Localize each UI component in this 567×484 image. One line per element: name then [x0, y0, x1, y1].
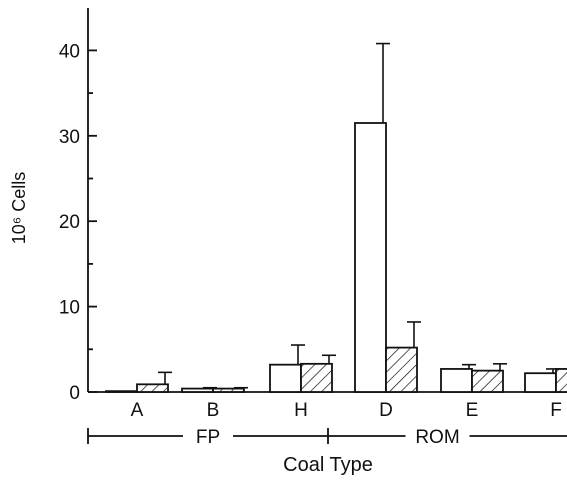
x-axis-title: Coal Type — [283, 454, 373, 476]
bar-E-hatched — [471, 369, 504, 393]
category-label: F — [550, 400, 562, 421]
group-label: ROM — [415, 427, 459, 448]
category-label: B — [207, 400, 220, 421]
bar-H-open — [269, 363, 302, 393]
bar-A-hatched — [136, 383, 169, 393]
bar-B-hatched — [212, 387, 245, 393]
category-label: E — [466, 400, 479, 421]
y-tick-label: 20 — [59, 212, 80, 233]
bar-D-hatched — [385, 346, 418, 393]
category-label: D — [379, 400, 393, 421]
bar-F-hatched — [555, 368, 567, 393]
bar-A-open — [105, 390, 138, 393]
bar-H-hatched — [300, 362, 333, 393]
category-label: A — [131, 400, 144, 421]
category-label: H — [294, 400, 308, 421]
bar-B-open — [181, 387, 214, 393]
y-axis-title: 10⁶ Cells — [9, 172, 29, 244]
bar-D-open — [354, 122, 387, 393]
group-label: FP — [196, 427, 220, 448]
y-tick-label: 40 — [59, 41, 80, 62]
y-tick-label: 30 — [59, 127, 80, 148]
bar-E-open — [440, 368, 473, 393]
bar-F-open — [524, 372, 557, 393]
y-tick-label: 10 — [59, 298, 80, 319]
y-tick-label: 0 — [69, 383, 80, 404]
